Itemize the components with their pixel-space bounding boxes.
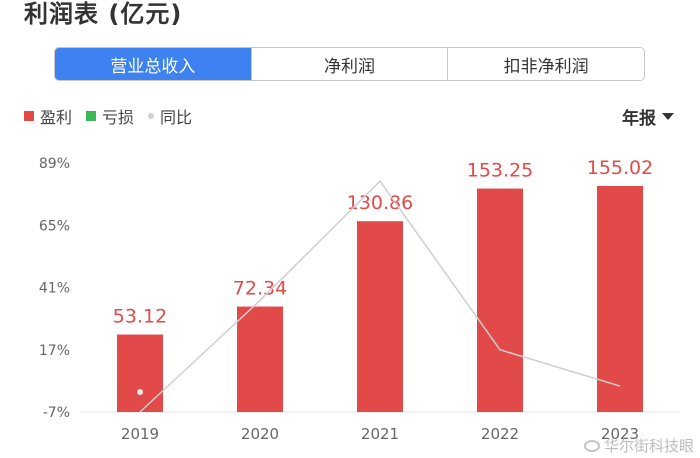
bar (597, 186, 643, 412)
y-tick-label: 89% (39, 156, 70, 172)
yoy-line (139, 180, 621, 413)
y-tick-label: 17% (39, 343, 70, 359)
bar (357, 221, 403, 412)
x-tick-label: 2021 (361, 425, 399, 443)
bar (117, 334, 163, 412)
bar (477, 188, 523, 412)
x-tick-label: 2019 (121, 425, 159, 443)
y-tick-label: -7% (43, 405, 70, 421)
y-tick-label: 41% (39, 281, 70, 297)
page-title: 利润表 (亿元) (24, 0, 183, 28)
legend-yoy-label: 同比 (160, 108, 193, 127)
tab-net-profit[interactable]: 净利润 (250, 48, 448, 80)
tab-revenue[interactable]: 营业总收入 (55, 48, 251, 80)
x-tick-label: 2020 (241, 425, 279, 443)
profit-swatch-icon (24, 111, 34, 121)
yoy-point (137, 389, 143, 395)
legend-item-profit[interactable]: 盈利 (24, 104, 72, 128)
bar-value-label: 53.12 (113, 306, 167, 328)
bar-value-label: 155.02 (587, 157, 653, 179)
period-label: 年报 (622, 109, 656, 129)
bar-value-label: 153.25 (467, 160, 533, 182)
legend-loss-label: 亏损 (102, 108, 135, 127)
watermark-text: 华尔街科技眼 (603, 437, 694, 455)
bar (237, 306, 283, 412)
bar-value-label: 130.86 (347, 192, 413, 214)
legend-item-loss[interactable]: 亏损 (86, 104, 134, 128)
loss-swatch-icon (86, 111, 97, 121)
x-tick-label: 2023 (601, 425, 639, 443)
y-tick-label: 65% (39, 218, 70, 234)
legend-item-yoy[interactable]: 同比 (148, 104, 192, 128)
legend-profit-label: 盈利 (40, 108, 73, 127)
weibo-icon (583, 439, 600, 452)
yoy-dot-icon (148, 113, 155, 119)
chart-legend: 盈利 亏损 同比 (24, 104, 192, 128)
metric-tabs: 营业总收入 净利润 扣非净利润 (54, 47, 645, 81)
watermark: 华尔街科技眼 (583, 435, 694, 456)
bar-value-label: 72.34 (233, 278, 287, 300)
period-dropdown[interactable]: 年报 (622, 104, 674, 129)
tab-adjusted-net-profit[interactable]: 扣非净利润 (447, 48, 644, 80)
x-tick-label: 2022 (481, 425, 519, 443)
chevron-down-icon (662, 113, 674, 120)
